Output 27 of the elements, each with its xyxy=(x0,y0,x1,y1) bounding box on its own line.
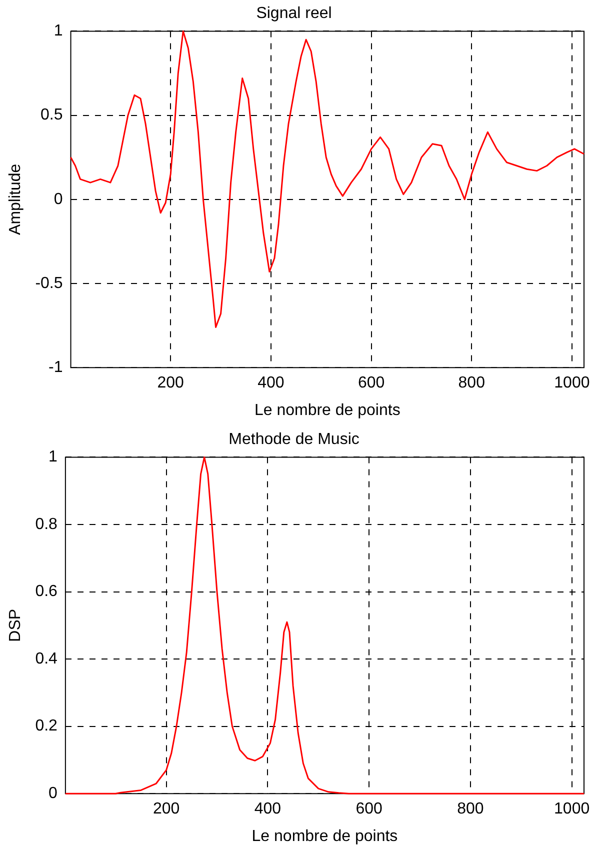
x-axis-title: Le nombre de points xyxy=(254,402,400,419)
x-tick-label: 400 xyxy=(254,800,282,818)
chart-title: Signal reel xyxy=(256,5,332,22)
y-axis-title: DSP xyxy=(7,608,24,642)
x-tick-label: 800 xyxy=(457,800,484,818)
y-tick-label: 0 xyxy=(54,190,63,208)
y-tick-label: 0.5 xyxy=(40,106,63,124)
y-tick-label: 0.6 xyxy=(35,583,58,600)
x-axis-title: Le nombre de points xyxy=(252,828,398,845)
x-tick-label: 600 xyxy=(358,374,385,392)
x-tick-label: 1000 xyxy=(554,374,590,392)
y-tick-label: 0 xyxy=(48,785,58,802)
x-tick-label: 200 xyxy=(157,374,184,392)
x-tick-label: 800 xyxy=(458,374,486,392)
y-tick-label: -1 xyxy=(48,359,63,376)
y-tick-label: 1 xyxy=(54,22,63,40)
x-tick-label: 400 xyxy=(258,374,284,392)
chart-title: Methode de Music xyxy=(228,431,360,448)
y-axis-title: Amplitude xyxy=(7,164,24,235)
y-tick-label: 1 xyxy=(48,448,58,466)
x-tick-label: 600 xyxy=(356,800,383,818)
x-tick-label: 1000 xyxy=(554,800,590,818)
y-tick-label: 0.4 xyxy=(35,650,58,668)
y-tick-label: 0.2 xyxy=(35,718,58,735)
y-tick-label: 0.8 xyxy=(35,516,58,533)
x-tick-label: 200 xyxy=(152,800,180,818)
y-tick-label: -0.5 xyxy=(35,274,63,292)
